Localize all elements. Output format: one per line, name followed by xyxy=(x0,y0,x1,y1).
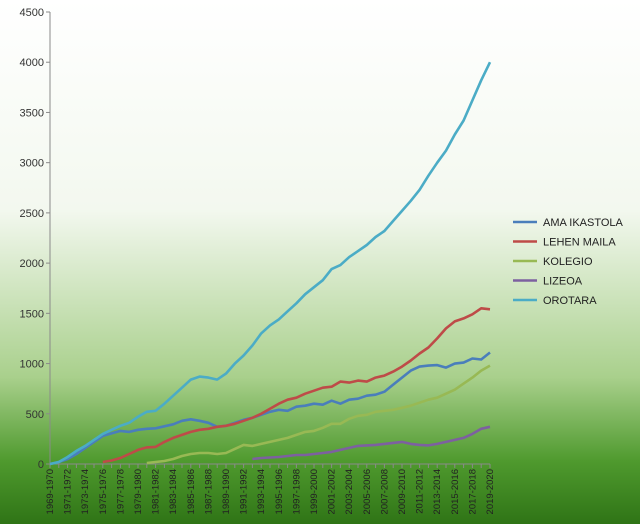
y-tick-label: 500 xyxy=(26,409,44,421)
x-tick-label: 1985-1986 xyxy=(186,469,197,514)
x-tick-label: 1987-1988 xyxy=(203,469,214,514)
x-tick-label: 2009-2010 xyxy=(397,469,408,514)
legend: AMA IKASTOLA LEHEN MAILA KOLEGIO LIZEOA OROT… xyxy=(513,217,624,307)
x-tick-label: 2017-2018 xyxy=(467,469,478,514)
x-tick-label: 2015-2016 xyxy=(450,469,461,514)
legend-label: LIZEOA xyxy=(543,276,583,288)
x-tick-label: 2019-2020 xyxy=(485,469,496,514)
y-tick-label: 2500 xyxy=(20,208,44,220)
x-tick-label: 1989-1990 xyxy=(221,469,232,514)
y-tick-label: 2000 xyxy=(20,258,44,270)
y-tick-label: 4000 xyxy=(20,57,44,69)
x-tick-label: 1971-1972 xyxy=(63,469,74,514)
x-tick-label: 1969-1970 xyxy=(45,469,56,514)
x-tick-label: 1995-1996 xyxy=(274,469,285,514)
x-tick-label: 2013-2014 xyxy=(432,469,443,514)
y-tick-label: 1500 xyxy=(20,308,44,320)
legend-label: KOLEGIO xyxy=(543,256,593,268)
x-tick-label: 1997-1998 xyxy=(291,469,302,514)
legend-label: OROTARA xyxy=(543,295,597,307)
x-tick-label: 2005-2006 xyxy=(362,469,373,514)
x-tick-label: 1999-2000 xyxy=(309,469,320,514)
legend-label: LEHEN MAILA xyxy=(543,237,616,249)
x-tick-label: 1981-1982 xyxy=(151,469,162,514)
y-tick-label: 3000 xyxy=(20,158,44,170)
x-tick-label: 1973-1974 xyxy=(80,469,91,514)
x-axis: 1969-1970 1971-1972 1973-1974 1975-1976 1977… xyxy=(45,463,496,514)
x-tick-label: 2003-2004 xyxy=(344,469,355,514)
series-line-kolegio xyxy=(146,364,491,465)
x-tick-label: 2001-2002 xyxy=(327,469,338,514)
y-tick-label: 3500 xyxy=(20,107,44,119)
legend-label: AMA IKASTOLA xyxy=(543,217,624,229)
series-line-orotara xyxy=(49,61,492,466)
plot-series xyxy=(49,61,492,466)
x-tick-label: 2007-2008 xyxy=(379,469,390,514)
y-axis: 0 500 1000 1500 2000 2500 3000 3500 4000 4500 xyxy=(20,7,51,471)
series-line-lizeoa xyxy=(252,425,491,461)
y-tick-label: 0 xyxy=(38,459,44,471)
y-tick-label: 1000 xyxy=(20,359,44,371)
series-line-lehen-maila xyxy=(102,307,491,464)
x-tick-label: 1977-1978 xyxy=(115,469,126,514)
x-tick-label: 1993-1994 xyxy=(256,469,267,514)
x-tick-label: 1979-1980 xyxy=(133,469,144,514)
x-tick-label: 1975-1976 xyxy=(98,469,109,514)
x-tick-label: 2011-2012 xyxy=(415,469,426,514)
x-tick-label: 1983-1984 xyxy=(168,469,179,514)
series-line-ama-ikastola xyxy=(49,351,491,466)
x-tick-label: 1991-1992 xyxy=(239,469,250,514)
y-tick-label: 4500 xyxy=(20,7,44,19)
